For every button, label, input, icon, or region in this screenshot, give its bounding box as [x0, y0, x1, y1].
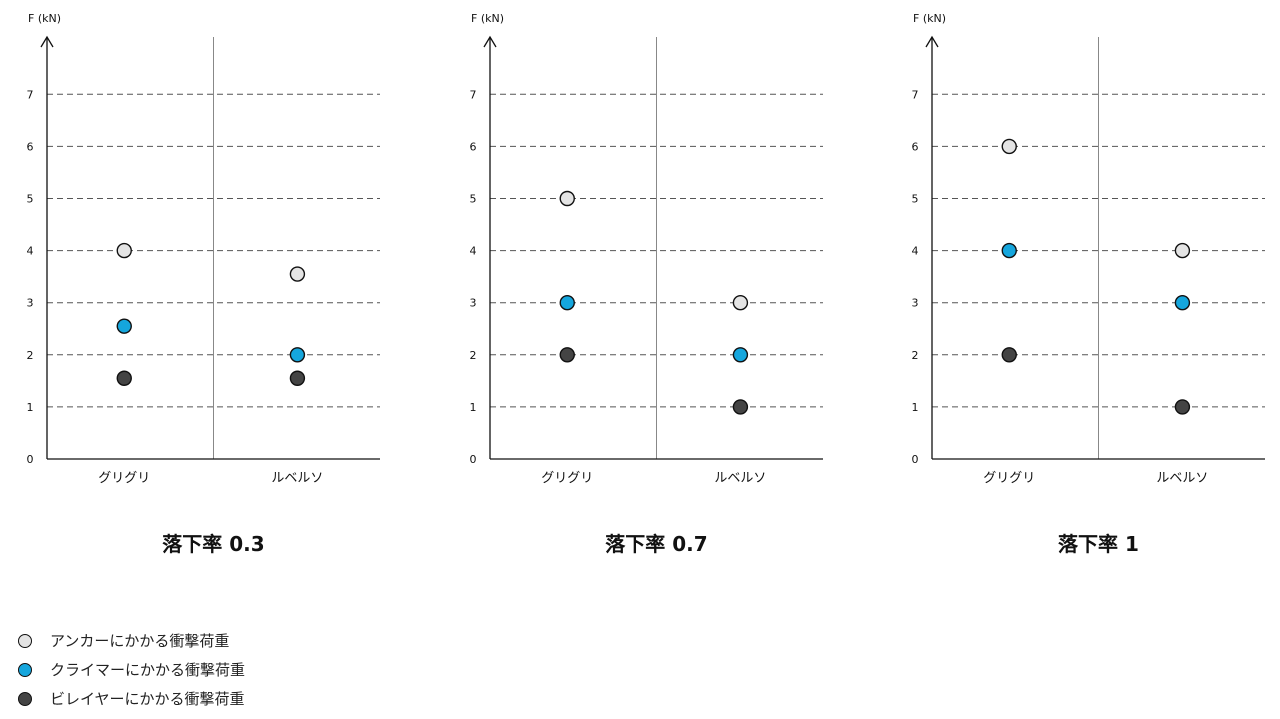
- legend-label-belayer: ビレイヤーにかかる衝撃荷重: [50, 690, 245, 708]
- x-category-label: グリグリ: [541, 471, 593, 486]
- data-point-climber: [559, 295, 575, 311]
- y-tick-label: 1: [912, 401, 919, 414]
- y-tick-label: 5: [470, 193, 477, 206]
- y-tick-label: 0: [27, 453, 34, 466]
- data-point-anchor: [559, 190, 575, 207]
- y-tick-label: 4: [27, 245, 34, 258]
- data-point-anchor: [1174, 242, 1191, 259]
- y-tick-label: 5: [912, 193, 919, 206]
- y-tick-label: 5: [27, 193, 34, 206]
- chart-title: 落下率 0.3: [162, 532, 264, 556]
- y-axis-arrow: [925, 35, 939, 48]
- y-tick-label: 3: [912, 297, 919, 310]
- x-category-label: ルベルソ: [271, 471, 323, 486]
- y-tick-label: 7: [912, 88, 919, 101]
- legend-item-anchor: アンカーにかかる衝撃荷重: [16, 626, 245, 655]
- legend-item-climber: クライマーにかかる衝撃荷重: [16, 655, 245, 684]
- legend-item-belayer: ビレイヤーにかかる衝撃荷重: [16, 684, 245, 713]
- y-tick-label: 4: [912, 245, 919, 258]
- data-point-climber: [1174, 295, 1191, 311]
- legend-label-anchor: アンカーにかかる衝撃荷重: [50, 632, 230, 650]
- x-category-label: グリグリ: [98, 471, 150, 486]
- data-point-belayer: [1001, 347, 1017, 363]
- y-tick-label: 6: [27, 140, 34, 153]
- data-point-climber: [1001, 242, 1017, 259]
- x-category-label: ルベルソ: [1156, 471, 1208, 486]
- y-tick-label: 2: [912, 349, 919, 362]
- data-point-climber: [732, 347, 749, 363]
- data-point-anchor: [116, 242, 132, 259]
- data-point-belayer: [732, 399, 749, 415]
- y-tick-label: 3: [27, 297, 34, 310]
- y-tick-label: 1: [27, 401, 34, 414]
- legend-marker-anchor: [18, 633, 32, 648]
- y-axis-label: F (kN): [913, 12, 946, 25]
- y-tick-label: 6: [470, 140, 477, 153]
- y-tick-label: 2: [470, 349, 477, 362]
- y-tick-label: 6: [912, 140, 919, 153]
- data-point-belayer: [559, 347, 575, 363]
- x-category-label: ルベルソ: [714, 471, 766, 486]
- data-point-belayer: [116, 370, 132, 386]
- data-point-climber: [289, 347, 306, 363]
- chart-title: 落下率 1: [1058, 532, 1139, 556]
- y-tick-label: 0: [470, 453, 477, 466]
- data-point-anchor: [289, 266, 306, 282]
- data-point-anchor: [1001, 138, 1017, 155]
- y-tick-label: 0: [912, 453, 919, 466]
- legend-label-climber: クライマーにかかる衝撃荷重: [50, 661, 246, 679]
- y-tick-label: 7: [470, 88, 477, 101]
- y-tick-label: 7: [27, 88, 34, 101]
- data-point-climber: [116, 318, 132, 334]
- y-axis-arrow: [483, 35, 497, 48]
- x-category-label: グリグリ: [983, 471, 1035, 486]
- y-axis-label: F (kN): [471, 12, 504, 25]
- chart-title: 落下率 0.7: [605, 532, 707, 556]
- legend: アンカーにかかる衝撃荷重 クライマーにかかる衝撃荷重 ビレイヤーにかかる衝撃荷重: [16, 626, 245, 713]
- legend-marker-climber: [18, 662, 32, 677]
- data-point-belayer: [1174, 399, 1191, 415]
- legend-marker-belayer: [18, 691, 32, 706]
- y-tick-label: 3: [470, 297, 477, 310]
- data-point-anchor: [732, 295, 749, 311]
- y-tick-label: 2: [27, 349, 34, 362]
- y-axis-arrow: [40, 35, 54, 48]
- y-tick-label: 1: [470, 401, 477, 414]
- y-tick-label: 4: [470, 245, 477, 258]
- y-axis-label: F (kN): [28, 12, 61, 25]
- data-point-belayer: [289, 370, 306, 386]
